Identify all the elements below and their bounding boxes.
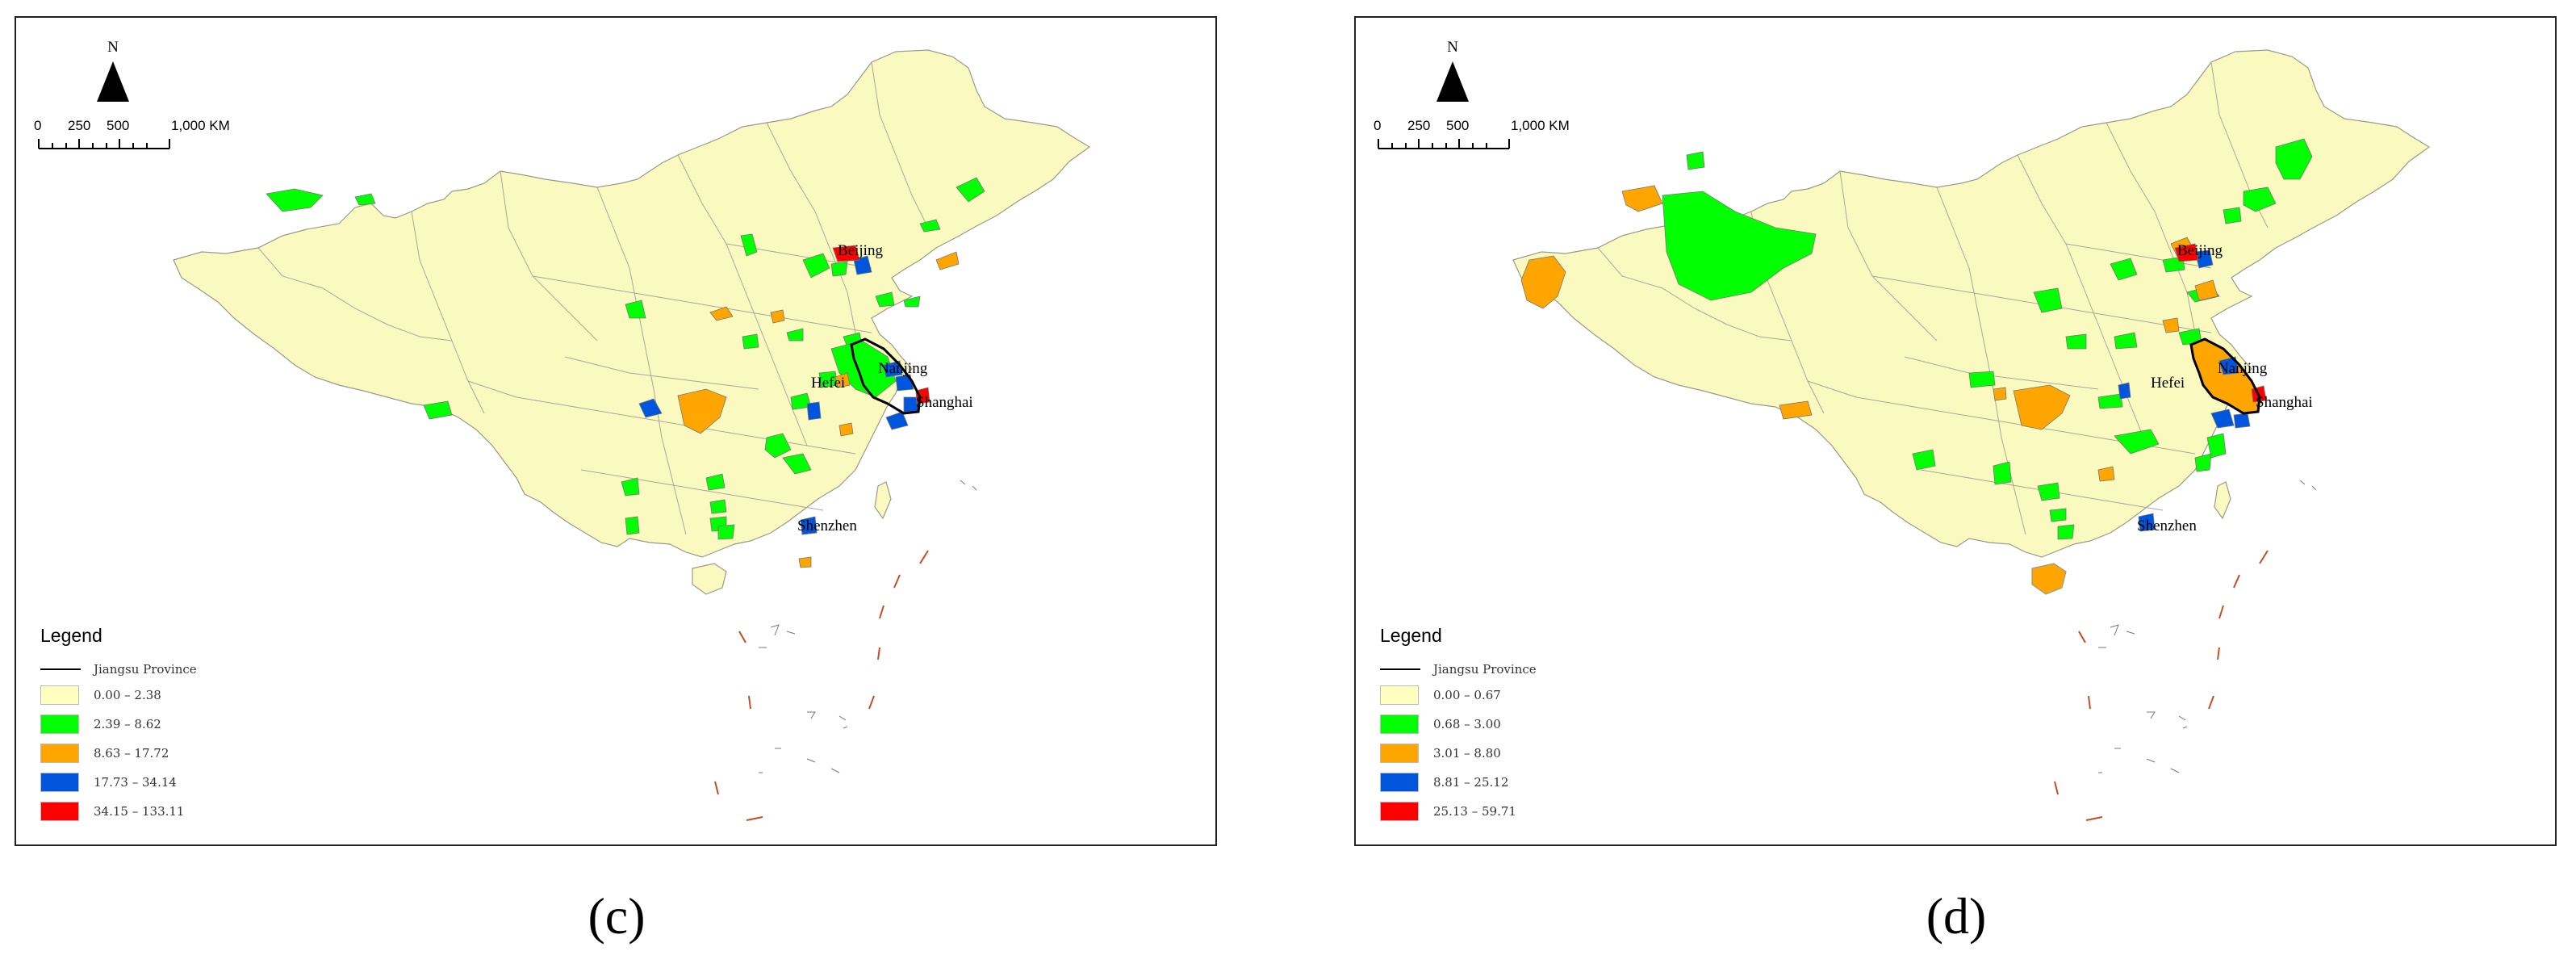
scale-tick-250: 250 — [1407, 118, 1431, 133]
legend-swatch — [40, 773, 79, 792]
legend-class-row: 8.81 – 25.12 — [1380, 768, 1671, 797]
scale-tick-500: 500 — [107, 118, 130, 133]
taiwan-island — [2214, 481, 2231, 520]
north-label: N — [107, 39, 119, 56]
north-arrow-icon — [1436, 61, 1469, 102]
legend-swatch — [1380, 773, 1419, 792]
scale-tick-0: 0 — [34, 118, 42, 133]
legend-class-label: 17.73 – 34.14 — [94, 775, 177, 790]
legend-class-label: 0.68 – 3.00 — [1433, 717, 1501, 731]
legend-class-label: 8.63 – 17.72 — [94, 746, 169, 761]
china-landmass — [1512, 49, 2431, 558]
hainan-island — [692, 563, 727, 595]
panel-caption-d: (d) — [1926, 887, 1987, 945]
scale-tick-1000: 1,000 KM — [1511, 118, 1570, 133]
china-map-c: Beijing Hefei Nanjing Shanghai Shenzhen — [38, 49, 1091, 821]
legend-boundary-label: Jiangsu Province — [94, 662, 197, 677]
legend-title: Legend — [40, 625, 102, 646]
legend-class-label: 0.00 – 2.38 — [94, 688, 161, 702]
legend-class-label: 3.01 – 8.80 — [1433, 746, 1501, 761]
map-panel-d: Beijing Hefei Nanjing Shanghai Shenzhen … — [1354, 16, 2557, 846]
legend-swatch — [40, 802, 79, 821]
scale-tick-500: 500 — [1446, 118, 1470, 133]
legend-class-row: 0.00 – 0.67 — [1380, 681, 1671, 710]
legend-swatch — [40, 685, 79, 705]
legend-class-label: 25.13 – 59.71 — [1433, 804, 1516, 819]
legend-boundary-row: Jiangsu Province — [40, 658, 331, 681]
legend-swatch — [1380, 744, 1419, 763]
china-map-d: Beijing Hefei Nanjing Shanghai Shenzhen — [1378, 49, 2431, 821]
legend-class-row: 2.39 – 8.62 — [40, 710, 331, 739]
scale-tick-1000: 1,000 KM — [171, 118, 230, 133]
north-label: N — [1447, 39, 1458, 56]
jiangsu-boundary — [850, 337, 922, 415]
panel-caption-c: (c) — [588, 887, 646, 945]
legend-class-label: 2.39 – 8.62 — [94, 717, 161, 731]
legend-swatch — [1380, 685, 1419, 705]
legend-class-row: 17.73 – 34.14 — [40, 768, 331, 797]
city-label-beijing: Beijing — [2177, 242, 2223, 259]
legend-title: Legend — [1380, 625, 1442, 646]
jiangsu-boundary — [2189, 337, 2261, 415]
legend-class-label: 34.15 – 133.11 — [94, 804, 185, 819]
scale-tick-0: 0 — [1374, 118, 1382, 133]
city-label-hefei: Hefei — [2151, 375, 2185, 392]
city-label-nanjing: Nanjing — [2218, 360, 2268, 377]
city-label-beijing: Beijing — [838, 242, 883, 259]
hainan-island — [2031, 563, 2067, 595]
legend-class-row: 25.13 – 59.71 — [1380, 797, 1671, 826]
boundary-line-icon — [40, 668, 81, 670]
north-arrow-icon — [97, 61, 129, 102]
city-label-nanjing: Nanjing — [878, 360, 928, 377]
legend-boundary-row: Jiangsu Province — [1380, 658, 1671, 681]
legend-swatch — [1380, 802, 1419, 821]
legend-class-row: 0.68 – 3.00 — [1380, 710, 1671, 739]
legend-class-label: 8.81 – 25.12 — [1433, 775, 1509, 790]
scale-labels: 0 250 500 1,000 KM — [29, 118, 230, 158]
taiwan-island — [874, 481, 892, 520]
scale-bar — [1378, 139, 1510, 149]
legend-class-row: 3.01 – 8.80 — [1380, 739, 1671, 768]
city-label-hefei: Hefei — [811, 375, 845, 392]
scale-bar — [38, 139, 170, 149]
city-label-shanghai: Shanghai — [2256, 394, 2313, 411]
scale-labels: 0 250 500 1,000 KM — [1369, 118, 1570, 158]
city-label-shanghai: Shanghai — [916, 394, 973, 411]
legend-swatch — [40, 714, 79, 734]
legend-swatch — [1380, 714, 1419, 734]
legend: Legend Jiangsu Province 0.00 – 2.38 2.39… — [40, 625, 331, 826]
legend-class-label: 0.00 – 0.67 — [1433, 688, 1501, 702]
north-arrow: N — [89, 39, 137, 102]
scale-tick-250: 250 — [68, 118, 91, 133]
city-label-shenzhen: Shenzhen — [2137, 518, 2197, 534]
north-arrow: N — [1428, 39, 1477, 102]
legend-boundary-label: Jiangsu Province — [1433, 662, 1537, 677]
city-label-shenzhen: Shenzhen — [797, 518, 857, 534]
legend: Legend Jiangsu Province 0.00 – 0.67 0.68… — [1380, 625, 1671, 826]
legend-swatch — [40, 744, 79, 763]
legend-class-row: 8.63 – 17.72 — [40, 739, 331, 768]
legend-class-row: 0.00 – 2.38 — [40, 681, 331, 710]
boundary-line-icon — [1380, 668, 1420, 670]
map-panel-c: Beijing Hefei Nanjing Shanghai Shenzhen … — [15, 16, 1217, 846]
legend-class-row: 34.15 – 133.11 — [40, 797, 331, 826]
